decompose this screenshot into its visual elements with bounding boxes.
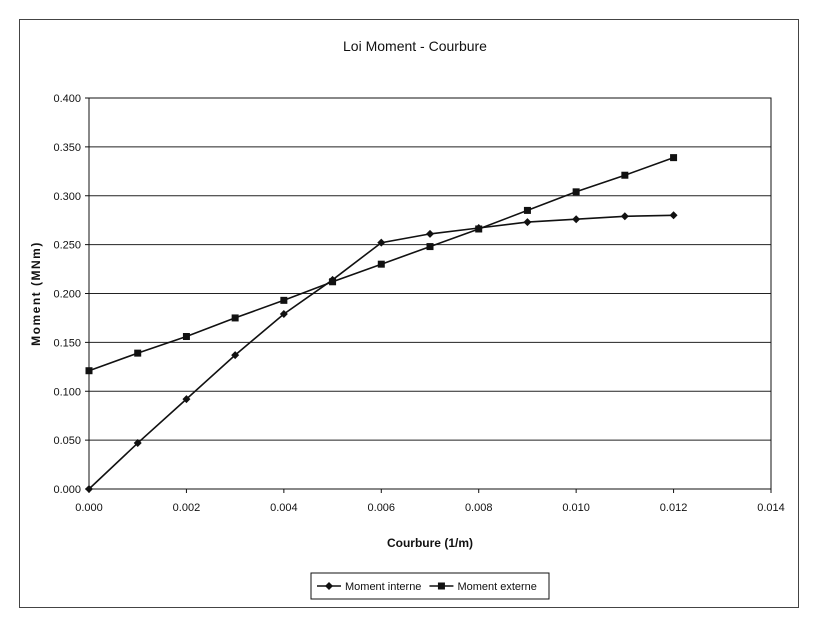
series-line	[88, 214, 674, 490]
x-tick-label: 0.004	[270, 502, 298, 514]
y-tick-label: 0.200	[53, 289, 81, 301]
data-point	[182, 395, 191, 404]
legend-label: Moment externe	[457, 581, 536, 593]
y-tick-label: 0.050	[53, 435, 81, 447]
x-tick-label: 0.012	[660, 502, 688, 514]
chart-frame	[19, 19, 799, 608]
y-axis-title: Moment (MNm)	[29, 241, 43, 346]
data-point	[377, 238, 386, 247]
data-point	[231, 314, 239, 322]
x-tick-label: 0.014	[757, 502, 785, 514]
legend-marker	[437, 582, 445, 590]
data-point	[329, 278, 337, 286]
series-1	[85, 211, 678, 493]
data-point	[621, 171, 629, 179]
data-point	[523, 218, 532, 227]
data-point	[182, 333, 190, 341]
data-point	[279, 310, 288, 319]
series-group	[85, 154, 678, 493]
y-tick-label: 0.300	[53, 191, 81, 203]
y-tick-label: 0.250	[53, 240, 81, 252]
data-point	[572, 215, 581, 224]
x-tick-label: 0.010	[562, 502, 590, 514]
data-point	[134, 349, 142, 357]
data-point	[231, 351, 240, 360]
legend: Moment interne Moment externe	[310, 572, 550, 600]
data-point	[85, 367, 93, 375]
chart-title: Loi Moment - Courbure	[343, 38, 487, 54]
data-point	[572, 188, 580, 196]
data-point	[280, 296, 288, 304]
y-tick-label: 0.400	[53, 93, 81, 105]
data-point	[85, 485, 93, 493]
x-axis-title: Courbure (1/m)	[387, 536, 473, 550]
data-point	[669, 211, 678, 220]
gridlines	[89, 97, 771, 441]
data-point	[426, 243, 434, 251]
data-point	[475, 225, 483, 233]
data-point	[133, 439, 142, 448]
legend-items: Moment interne Moment externe	[317, 581, 537, 593]
y-tick-label: 0.000	[53, 484, 81, 496]
y-axis-ticks: 0.000 0.050 0.100 0.150 0.200 0.250 0.300 0.350…	[53, 93, 89, 496]
data-point	[426, 229, 434, 238]
data-point	[523, 206, 531, 214]
legend-marker	[325, 582, 333, 590]
legend-item: Moment interne	[317, 581, 421, 593]
x-tick-label: 0.006	[368, 502, 396, 514]
data-point	[620, 212, 629, 221]
y-tick-label: 0.100	[53, 386, 81, 398]
x-tick-label: 0.008	[465, 502, 493, 514]
series-2	[85, 154, 678, 375]
data-point	[377, 260, 385, 268]
x-tick-label: 0.002	[173, 502, 201, 514]
y-tick-label: 0.150	[53, 337, 81, 349]
data-point	[670, 154, 678, 162]
x-tick-label: 0.000	[75, 502, 103, 514]
legend-item: Moment externe	[429, 581, 537, 593]
x-axis-ticks: 0.000 0.002 0.004 0.006 0.008 0.010 0.012 0.014	[75, 489, 785, 514]
y-tick-label: 0.350	[53, 142, 81, 154]
legend-label: Moment interne	[345, 581, 421, 593]
